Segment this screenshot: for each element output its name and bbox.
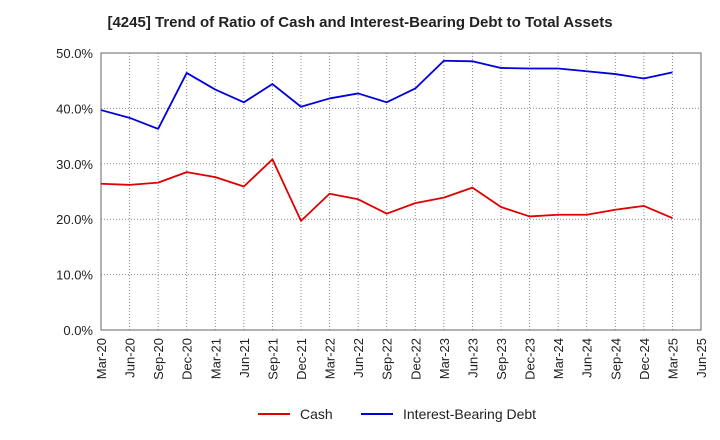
y-tick-label: 40.0% (56, 101, 93, 116)
legend: Cash Interest-Bearing Debt (258, 406, 536, 422)
x-tick-label: Sep-23 (494, 338, 509, 380)
x-tick-label: Sep-20 (151, 338, 166, 380)
x-tick-label: Mar-22 (323, 338, 338, 379)
y-tick-label: 0.0% (63, 323, 93, 338)
x-tick-label: Jun-24 (580, 338, 595, 378)
x-tick-label: Dec-20 (180, 338, 195, 380)
y-tick-label: 10.0% (56, 268, 93, 283)
series-layer (100, 59, 673, 222)
series-line-interest-bearing-debt (100, 59, 673, 130)
series-line-cash (100, 158, 673, 222)
x-tick-label: Jun-22 (351, 338, 366, 378)
x-tick-label: Mar-20 (94, 338, 109, 379)
x-tick-label: Dec-21 (294, 338, 309, 380)
plot-area (101, 53, 701, 330)
x-tick-label: Dec-24 (637, 338, 652, 380)
x-tick-label: Mar-23 (437, 338, 452, 379)
x-tick-label: Jun-21 (237, 338, 252, 378)
x-tick-label: Sep-22 (380, 338, 395, 380)
x-tick-label: Dec-22 (408, 338, 423, 380)
x-tick-label: Mar-25 (665, 338, 680, 379)
plot-border (100, 52, 702, 331)
x-tick-label: Jun-20 (123, 338, 138, 378)
x-tick-label: Sep-21 (265, 338, 280, 380)
y-tick-label: 20.0% (56, 212, 93, 227)
x-tick-label: Sep-24 (608, 338, 623, 380)
x-tick-label: Dec-23 (523, 338, 538, 380)
axis-layer: 0.0% 10.0% 20.0% 30.0% 40.0% 50.0% Mar-20 Jun-2… (56, 46, 709, 380)
chart-title: [4245] Trend of Ratio of Cash and Intere… (107, 14, 613, 31)
legend-label: Cash (300, 406, 333, 422)
legend-label: Interest-Bearing Debt (403, 406, 536, 422)
x-tick-label: Mar-21 (208, 338, 223, 379)
x-tick-label: Mar-24 (551, 338, 566, 379)
x-tick-label: Jun-23 (465, 338, 480, 378)
y-tick-label: 50.0% (56, 46, 93, 61)
y-tick-label: 30.0% (56, 157, 93, 172)
x-tick-label: Jun-25 (694, 338, 709, 378)
